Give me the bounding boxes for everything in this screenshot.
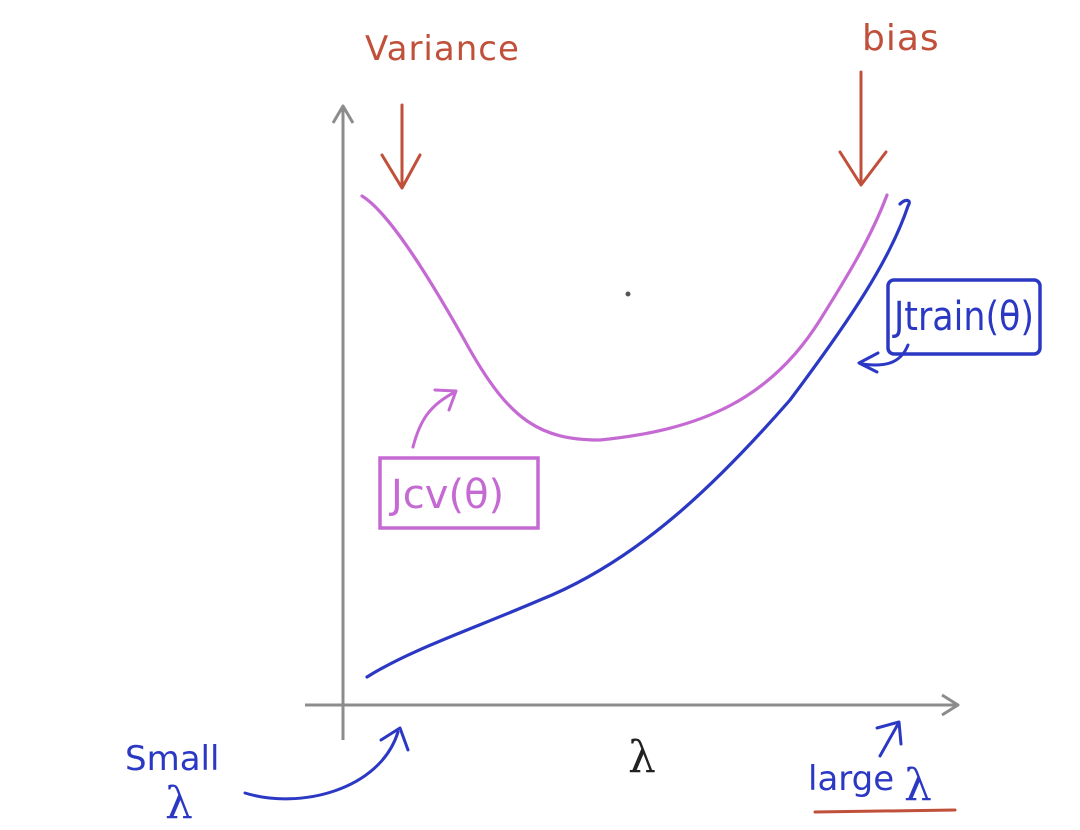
x-axis-arrowhead [941, 693, 960, 717]
large-underline [813, 808, 957, 814]
variance-label: Variance [365, 29, 520, 69]
bias-arrow-head [838, 150, 888, 187]
jcv-annotation: Jcv(θ) [378, 388, 540, 530]
y-axis-arrowhead [331, 104, 355, 124]
jtrain-label: Jtrain(θ) [891, 294, 1034, 340]
jtrain-pointer-arrow [860, 343, 910, 367]
small-pointer-arrowhead [379, 726, 410, 752]
jcv-label: Jcv(θ) [388, 472, 504, 518]
variance-annotation: Variance [365, 29, 520, 190]
large-label: large [808, 759, 894, 799]
large-pointer-arrow [878, 722, 900, 758]
small-label: Small [125, 739, 219, 779]
bias-label: bias [862, 18, 940, 59]
small-lambda-annotation: Small λ [125, 726, 410, 829]
large-lambda-annotation: large λ [808, 720, 957, 814]
variance-arrow-head [380, 153, 422, 190]
jcv-label-box [378, 456, 540, 530]
jcv-pointer-arrowhead [433, 388, 458, 412]
train-error-curve [365, 198, 911, 679]
axes [305, 104, 960, 740]
jtrain-annotation: Jtrain(θ) [857, 278, 1042, 374]
large-pointer-arrowhead [875, 720, 903, 746]
jcv-pointer-arrow [411, 390, 457, 449]
small-lambda-symbol: λ [165, 778, 193, 829]
cv-error-curve [360, 193, 889, 442]
large-lambda-symbol: λ [904, 760, 932, 811]
small-pointer-arrow [243, 730, 400, 801]
jtrain-pointer-arrowhead [857, 351, 880, 374]
jtrain-label-box [886, 278, 1042, 356]
bias-annotation: bias [838, 18, 940, 187]
x-axis-lambda-label: λ [628, 732, 656, 783]
stray-dot [625, 291, 631, 297]
